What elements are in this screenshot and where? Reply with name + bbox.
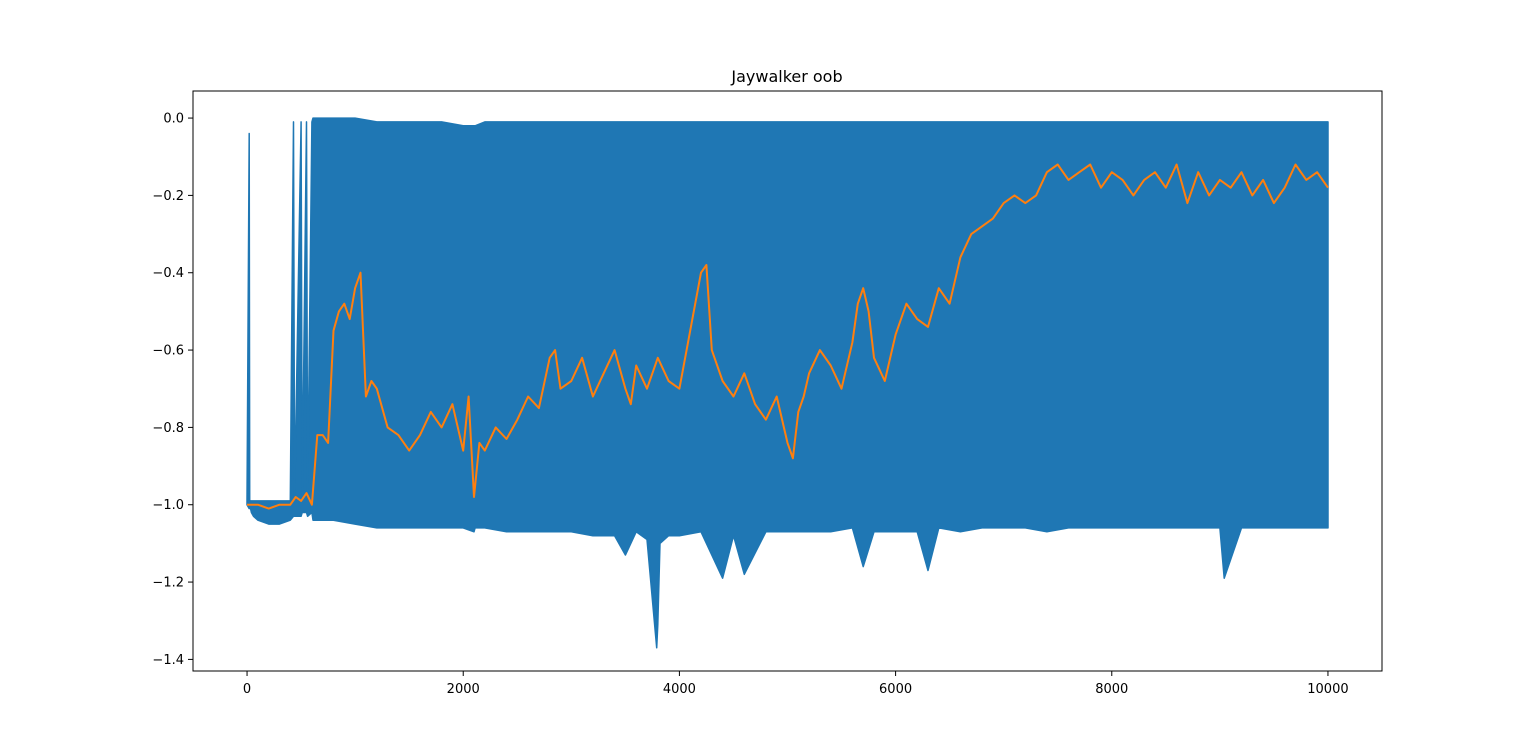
y-tick-label: −1.2: [152, 576, 184, 591]
y-tick-label: −0.6: [152, 344, 184, 359]
series-2-smoothed-line: [247, 163, 1329, 510]
y-tick-label: 0.0: [163, 112, 184, 127]
x-axis: 0 2000 4000 6000 8000 10000: [243, 671, 1349, 697]
x-tick-label: 10000: [1307, 682, 1348, 697]
chart-title: Jaywalker oob: [730, 67, 842, 86]
x-tick-label: 2000: [447, 682, 480, 697]
x-tick-label: 8000: [1095, 682, 1128, 697]
y-axis: 0.0 −0.2 −0.4 −0.6 −0.8 −1.0 −1.2 −1.4: [152, 112, 193, 668]
series-1-raw-band: [246, 117, 1329, 649]
y-tick-label: −1.0: [152, 498, 184, 513]
y-tick-label: −0.4: [152, 266, 184, 281]
y-tick-label: −1.4: [152, 653, 184, 668]
x-tick-label: 0: [243, 682, 251, 697]
y-tick-label: −0.2: [152, 189, 184, 204]
y-tick-label: −0.8: [152, 421, 184, 436]
x-tick-label: 4000: [663, 682, 696, 697]
plot-frame: [192, 90, 1383, 672]
x-tick-label: 6000: [879, 682, 912, 697]
series-layer: [246, 117, 1329, 649]
